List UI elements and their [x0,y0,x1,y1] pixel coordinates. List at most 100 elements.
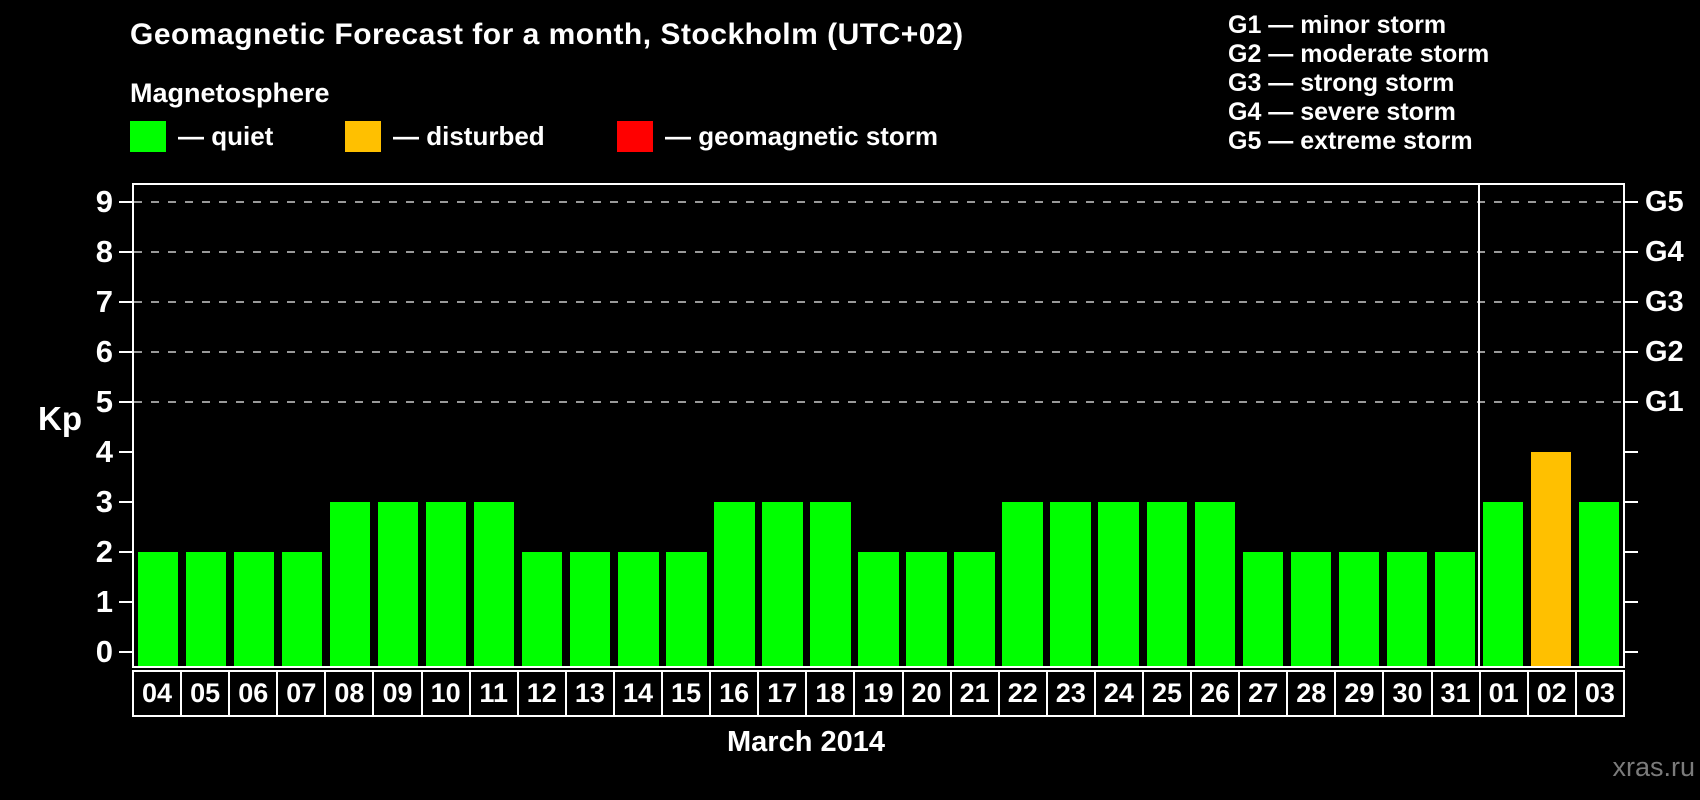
kp-bar-13 [570,552,611,666]
bar-cell-18 [806,185,854,666]
kp-bar-06 [233,552,275,666]
bar-cell-10 [422,185,470,666]
g-scale-label-g1: G1 [1645,386,1684,418]
legend-item-disturbed: — disturbed [345,120,545,152]
bar-cell-19 [854,185,902,666]
day-label-27: 27 [1238,670,1289,717]
storm-color-swatch [617,120,653,152]
bar-cell-27 [1239,185,1287,666]
bar-cell-14 [614,185,662,666]
bar-cell-31 [1431,185,1479,666]
day-label-10: 10 [420,670,471,717]
kp-bar-02 [1530,452,1572,666]
kp-bar-24 [1098,502,1139,666]
page-title: Geomagnetic Forecast for a month, Stockh… [130,18,964,51]
bar-cell-09 [374,185,422,666]
gridline-kp6 [134,351,1623,353]
legend-label-disturbed: — disturbed [393,120,545,151]
y-axis-label-9: 9 [95,184,113,219]
right-tick-kp4 [1625,451,1638,453]
left-tick-kp3 [119,501,132,503]
kp-bar-31 [1434,552,1476,666]
bar-cell-11 [470,185,518,666]
bar-cell-15 [662,185,710,666]
bar-cell-29 [1335,185,1383,666]
storm-scale-g1: G1 — minor storm [1228,11,1447,39]
left-tick-kp4 [119,451,132,453]
day-label-04: 04 [132,670,183,717]
gridline-kp8 [134,251,1623,253]
kp-bar-11 [474,502,515,666]
day-label-06: 06 [228,670,279,717]
x-axis-title: March 2014 [727,726,885,758]
bar-cell-02 [1527,185,1575,666]
kp-bar-25 [1146,502,1187,666]
kp-bar-22 [1002,502,1043,666]
day-label-02: 02 [1526,670,1577,717]
day-label-28: 28 [1286,670,1337,717]
g-scale-label-g5: G5 [1645,186,1684,218]
bar-cell-07 [278,185,326,666]
y-axis-label-3: 3 [95,484,113,519]
kp-bar-05 [185,552,227,666]
day-label-07: 07 [276,670,327,717]
day-label-18: 18 [805,670,856,717]
left-tick-kp2 [119,551,132,553]
kp-bar-03 [1578,502,1620,666]
bar-cell-25 [1143,185,1191,666]
day-label-13: 13 [564,670,615,717]
y-axis-label-7: 7 [95,284,113,319]
day-label-08: 08 [324,670,375,717]
bar-series [134,185,1623,666]
day-label-25: 25 [1141,670,1193,717]
y-axis-label-2: 2 [95,534,113,569]
day-label-29: 29 [1334,670,1385,717]
magnetosphere-subtitle: Magnetosphere [130,78,330,108]
kp-bar-12 [522,552,563,666]
g-scale-label-g2: G2 [1645,336,1684,368]
y-axis-label-0: 0 [95,634,113,669]
day-label-15: 15 [661,670,712,717]
left-tick-kp8 [119,251,132,253]
legend-item-storm: — geomagnetic storm [617,120,938,152]
kp-bar-09 [378,502,419,666]
y-axis-label-8: 8 [95,234,113,269]
y-axis-title: Kp [38,400,82,437]
day-label-23: 23 [1045,670,1096,717]
month-separator-line [1477,185,1480,666]
day-label-30: 30 [1382,670,1433,717]
legend-label-storm: — geomagnetic storm [665,120,939,151]
day-label-17: 17 [757,670,808,717]
storm-scale-g4: G4 — severe storm [1228,98,1456,126]
left-tick-kp7 [119,301,132,303]
bar-cell-30 [1383,185,1431,666]
bar-cell-26 [1191,185,1239,666]
kp-bar-07 [281,552,323,666]
bar-cell-20 [903,185,951,666]
day-label-19: 19 [853,670,904,717]
day-label-12: 12 [516,670,567,717]
bar-cell-22 [999,185,1047,666]
kp-bar-28 [1290,552,1331,666]
kp-bar-18 [810,502,851,666]
kp-bar-29 [1338,552,1379,666]
y-axis-label-1: 1 [95,584,113,619]
kp-bar-26 [1194,502,1235,666]
left-tick-kp0 [119,651,132,653]
bar-cell-13 [566,185,614,666]
kp-bar-20 [906,552,947,666]
bar-cell-17 [758,185,806,666]
bar-cell-16 [710,185,758,666]
right-tick-kp5 [1625,401,1638,403]
day-label-24: 24 [1093,670,1144,717]
kp-bar-27 [1242,552,1283,666]
storm-scale-g2: G2 — moderate storm [1228,40,1490,68]
storm-scale-legend: G1 — minor storm G2 — moderate storm G3 … [1228,11,1489,156]
kp-bar-17 [762,502,803,666]
legend-label-quiet: — quiet [178,120,274,151]
kp-bar-08 [329,502,371,666]
kp-bar-04 [137,552,179,666]
day-label-03: 03 [1574,670,1625,717]
bar-cell-03 [1575,185,1623,666]
left-tick-kp5 [119,401,132,403]
